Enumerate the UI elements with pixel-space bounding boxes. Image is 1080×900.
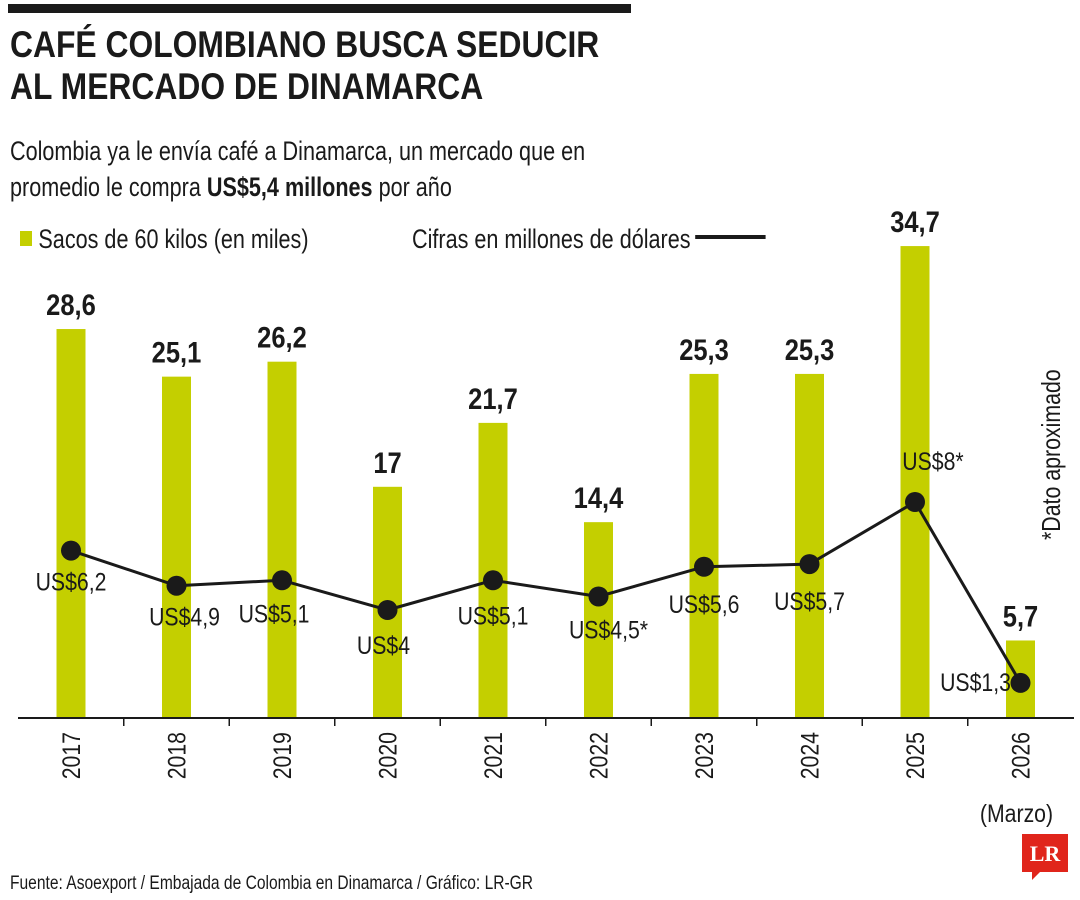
usd-point-label: US$5,7 (774, 587, 845, 615)
approx-note: *Dato aproximado (1036, 369, 1066, 540)
usd-point (588, 586, 609, 607)
subtitle-highlight: US$5,4 millones (206, 172, 373, 202)
usd-point (272, 570, 292, 591)
usd-point-label: US$5,1 (239, 600, 310, 628)
usd-line (70, 500, 1022, 684)
usd-point (799, 554, 820, 575)
bar-value-label: 34,7 (890, 205, 940, 238)
x-tick-label: 2018 (163, 732, 191, 779)
source-text: Fuente: Asoexport / Embajada de Colombia… (10, 873, 534, 894)
bar (162, 376, 191, 718)
usd-point (377, 600, 398, 620)
legend-bar-swatch (20, 231, 32, 246)
usd-point (61, 540, 81, 561)
x-tick-label: 2025 (901, 732, 929, 779)
bar-value-label: 25,3 (785, 333, 835, 366)
x-tick-label: 2024 (796, 732, 824, 779)
lr-logo-text: LR (1030, 841, 1062, 866)
x-tick-note: (Marzo) (980, 799, 1053, 827)
legend-line-label: Cifras en millones de dólares (412, 224, 691, 254)
bar (56, 329, 86, 718)
usd-point-label: US$6,2 (36, 568, 107, 596)
x-tick-label: 2020 (374, 732, 402, 779)
usd-point (905, 492, 925, 512)
combo-chart: 28,6 25,1 26,2 17 21,7 14,4 25,3 25,3 34,7 5,7 201… (18, 205, 1074, 827)
bar (584, 522, 613, 718)
top-rule (8, 4, 631, 13)
usd-point (1010, 672, 1031, 693)
x-tick-label: 2023 (690, 732, 718, 779)
legend-bars: Sacos de 60 kilos (en miles) (20, 224, 309, 254)
bar-value-label: 25,1 (152, 336, 202, 369)
bar (795, 373, 824, 718)
bar-value-label: 17 (373, 446, 401, 479)
x-tick-label: 2026 (1007, 732, 1035, 779)
usd-point-label: US$5,6 (669, 590, 740, 618)
title-line-1: CAFÉ COLOMBIANO BUSCA SEDUCIR (10, 24, 600, 65)
bar (900, 246, 930, 718)
lr-logo: LR (1022, 834, 1068, 880)
bar-value-label: 21,7 (468, 382, 518, 415)
bar (267, 361, 297, 718)
chart-title: CAFÉ COLOMBIANO BUSCA SEDUCIR AL MERCADO… (10, 24, 599, 108)
bar-value-label: 5,7 (1003, 600, 1038, 633)
chart-subtitle: Colombia ya le envía café a Dinamarca, u… (10, 133, 585, 205)
usd-point (483, 570, 503, 591)
legend-line: Cifras en millones de dólares (412, 224, 766, 254)
subtitle-post: por año (372, 172, 452, 202)
usd-point-label: US$1,3 (940, 668, 1011, 696)
bar-value-label: 25,3 (679, 333, 729, 366)
usd-point-label: US$4,5* (569, 616, 648, 644)
title-line-2: AL MERCADO DE DINAMARCA (10, 66, 484, 107)
bar (689, 373, 719, 718)
usd-point-label: US$8* (902, 447, 963, 475)
x-tick-label: 2019 (268, 732, 296, 779)
subtitle-line-2: promedio le compra US$5,4 millones por a… (10, 169, 585, 205)
usd-point-label: US$5,1 (458, 602, 529, 630)
x-tick-label: 2021 (479, 732, 507, 779)
subtitle-pre: promedio le compra (10, 172, 207, 202)
usd-point-label: US$4,9 (149, 603, 220, 631)
x-tick-label: 2022 (585, 732, 613, 779)
bar-value-label: 26,2 (257, 321, 307, 354)
x-tick-label: 2017 (57, 732, 85, 779)
usd-point-label: US$4 (357, 631, 410, 659)
bar-value-label: 14,4 (574, 481, 624, 514)
subtitle-line-1: Colombia ya le envía café a Dinamarca, u… (10, 136, 586, 166)
bar-value-label: 28,6 (46, 288, 96, 321)
usd-point (694, 556, 714, 577)
legend-bars-label: Sacos de 60 kilos (en miles) (38, 224, 309, 254)
legend-line-swatch (695, 235, 766, 239)
usd-point (166, 575, 187, 596)
